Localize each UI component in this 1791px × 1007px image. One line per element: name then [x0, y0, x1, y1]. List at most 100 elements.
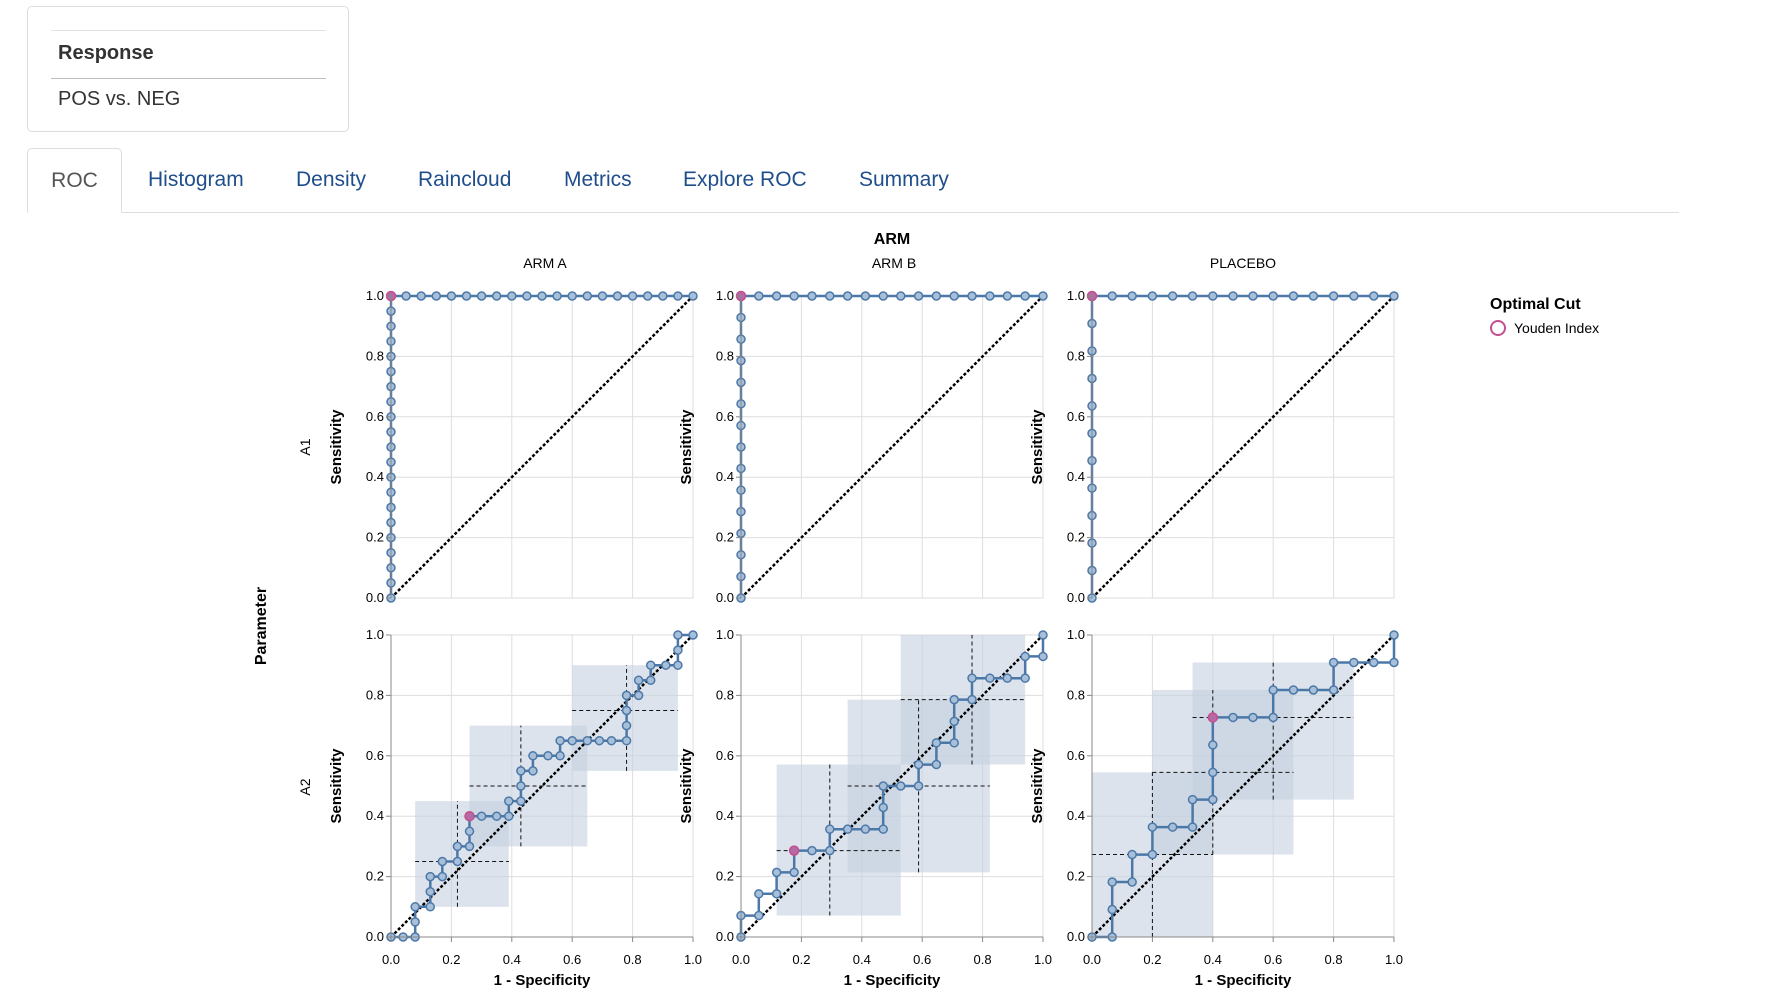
roc-point [528, 751, 538, 761]
roc-point [949, 738, 959, 748]
roc-point [401, 291, 411, 301]
tab-summary[interactable]: Summary [859, 168, 949, 191]
roc-point [1208, 767, 1218, 778]
column-header-placebo: PLACEBO [1210, 255, 1276, 271]
y-tick-label: 0.2 [716, 869, 734, 884]
y-axis-title: Sensitivity [328, 409, 345, 485]
roc-point [1038, 630, 1048, 640]
y-tick-label: 0.6 [366, 748, 384, 763]
roc-point [612, 291, 623, 301]
roc-point [688, 291, 698, 301]
roc-point [1349, 291, 1359, 301]
roc-point [1248, 291, 1258, 301]
roc-point [567, 291, 577, 301]
roc-point [1107, 904, 1117, 915]
roc-point [1147, 849, 1158, 860]
y-tick-label: 0.0 [716, 929, 734, 944]
roc-point [464, 841, 475, 852]
y-tick-label: 0.4 [366, 808, 384, 823]
roc-point [1002, 673, 1013, 683]
y-tick-label: 0.8 [366, 348, 384, 363]
roc-point [825, 824, 835, 834]
y-tick-label: 1.0 [1067, 288, 1085, 303]
y-tick-label: 0.6 [1067, 409, 1085, 424]
roc-point [1208, 740, 1218, 750]
diagonal-reference-line [740, 634, 1044, 938]
roc-point [1002, 291, 1013, 301]
roc-point [582, 291, 593, 301]
roc-point [825, 845, 835, 856]
roc-point [1127, 291, 1137, 301]
roc-point [504, 796, 514, 806]
roc-point [555, 751, 565, 761]
roc-point [1369, 291, 1379, 301]
roc-point [516, 766, 526, 776]
roc-point [491, 291, 502, 301]
roc-point [1248, 712, 1258, 723]
y-tick-label: 0.2 [1067, 869, 1085, 884]
roc-point [931, 291, 942, 301]
y-axis-title: Sensitivity [328, 748, 345, 824]
roc-point [878, 802, 888, 813]
tab-metrics[interactable]: Metrics [564, 168, 632, 191]
roc-point [555, 735, 565, 746]
roc-point [967, 673, 977, 683]
x-tick-label: 1.0 [1385, 952, 1403, 967]
roc-point [673, 291, 683, 301]
roc-point [594, 735, 605, 746]
column-header-arm-a: ARM A [523, 255, 567, 271]
roc-point [754, 291, 764, 301]
roc-point [410, 902, 420, 912]
roc-point [754, 889, 764, 899]
roc-panel: 0.0 0.2 0.4 0.6 0.8 1.0 Sensitivity [328, 288, 698, 605]
roc-point [528, 766, 538, 776]
roc-point [582, 735, 593, 746]
tab-histogram[interactable]: Histogram [148, 168, 244, 191]
roc-point [673, 630, 683, 640]
roc-point [464, 826, 475, 837]
roc-point [476, 291, 487, 301]
roc-point [807, 845, 817, 856]
roc-point [437, 871, 448, 882]
y-tick-label: 0.4 [1067, 469, 1085, 484]
roc-point [913, 781, 924, 791]
roc-point [878, 824, 888, 834]
tab-raincloud[interactable]: Raincloud [418, 168, 512, 191]
roc-point [807, 291, 817, 301]
roc-point [673, 660, 683, 670]
roc-point [985, 291, 995, 301]
roc-point [860, 824, 871, 834]
roc-panel: 0.0 0.2 0.4 0.6 0.8 1.0 Sensitivity 0.0 0.2 0.4 0.… [328, 627, 702, 989]
roc-point [967, 694, 977, 705]
diagonal-reference-line [1091, 295, 1395, 599]
roc-point [949, 716, 959, 727]
optimal-cut-point [464, 810, 475, 822]
roc-point [1308, 685, 1319, 695]
x-tick-label: 0.4 [853, 952, 871, 967]
y-tick-label: 0.8 [1067, 348, 1085, 363]
y-tick-label: 0.8 [716, 687, 734, 702]
x-tick-label: 0.2 [442, 952, 460, 967]
roc-panel: 0.0 0.2 0.4 0.6 0.8 1.0 Sensitivity [1029, 288, 1399, 605]
y-tick-label: 0.8 [366, 687, 384, 702]
roc-point [789, 867, 799, 878]
roc-point [645, 675, 656, 686]
roc-point [913, 759, 924, 770]
tab-explore-roc[interactable]: Explore ROC [683, 168, 807, 191]
tab-density[interactable]: Density [296, 168, 367, 191]
x-tick-label: 0.6 [1264, 952, 1282, 967]
roc-point [431, 291, 442, 301]
row-header-a1: A1 [297, 438, 313, 455]
roc-point [425, 886, 436, 897]
x-tick-label: 0.2 [792, 952, 810, 967]
response-card: Response POS vs. NEG [27, 6, 349, 132]
roc-point [1167, 822, 1178, 832]
roc-point [1389, 291, 1399, 301]
tab-roc[interactable]: ROC [27, 148, 122, 213]
y-tick-label: 0.6 [366, 409, 384, 424]
roc-point [491, 811, 502, 821]
y-tick-label: 1.0 [366, 627, 384, 642]
y-tick-label: 0.0 [1067, 929, 1085, 944]
column-header-arm-b: ARM B [872, 255, 916, 271]
roc-point [621, 705, 632, 716]
